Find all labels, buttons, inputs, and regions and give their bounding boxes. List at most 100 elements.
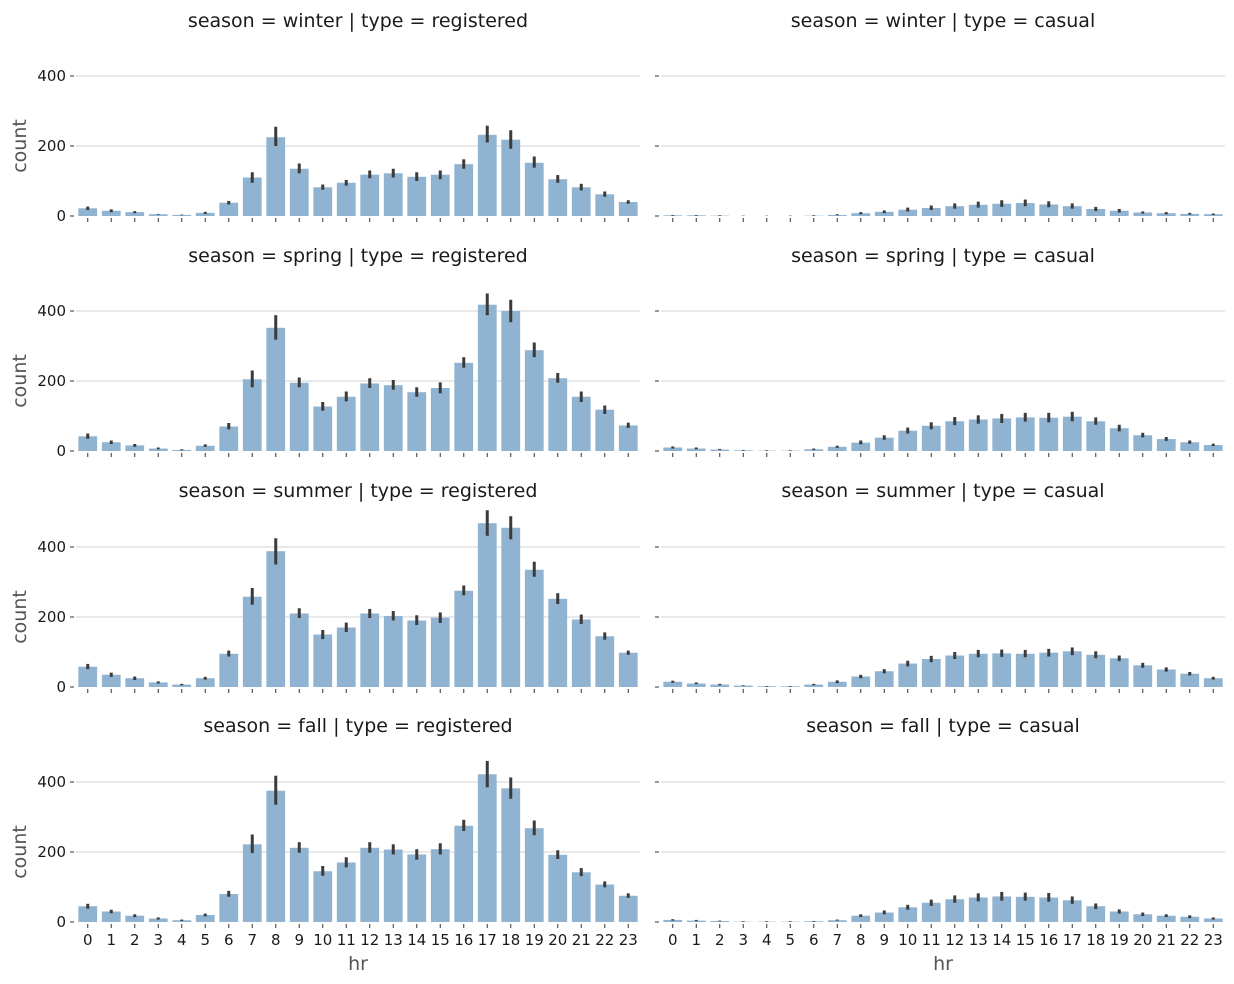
bar	[78, 208, 98, 216]
bar	[524, 162, 544, 216]
x-tick-label: 2	[715, 931, 725, 949]
bar	[289, 613, 309, 687]
bar	[266, 790, 286, 922]
x-tick-label: 14	[992, 931, 1011, 949]
y-tick-label: 200	[37, 137, 66, 155]
bar	[571, 187, 591, 216]
bar	[313, 406, 333, 451]
x-tick-label: 5	[200, 931, 210, 949]
bar	[851, 676, 871, 687]
bar	[454, 590, 474, 687]
bar	[125, 212, 145, 216]
bar	[1180, 442, 1200, 451]
bar	[874, 671, 894, 687]
bar	[921, 902, 941, 922]
bar	[148, 682, 168, 687]
x-tick-label: 4	[177, 931, 187, 949]
bar	[407, 620, 427, 687]
bar	[1109, 210, 1129, 216]
x-tick-label: 9	[879, 931, 889, 949]
bar	[242, 177, 262, 216]
x-tick-label: 23	[1204, 931, 1223, 949]
bar	[501, 527, 521, 687]
facet-title: season = summer | type = registered	[179, 480, 538, 502]
bar	[383, 173, 403, 216]
bar	[313, 187, 333, 216]
bar	[945, 655, 965, 687]
bar	[242, 379, 262, 451]
bar	[548, 854, 568, 922]
bar	[1086, 421, 1106, 451]
bar	[1203, 214, 1223, 216]
x-tick-label: 13	[969, 931, 988, 949]
bar	[78, 436, 98, 451]
bar	[148, 918, 168, 922]
x-tick-label: 0	[668, 931, 678, 949]
x-tick-label: 4	[762, 931, 772, 949]
x-axis-label: hr	[348, 953, 368, 975]
bar	[1039, 897, 1059, 922]
bar	[921, 207, 941, 216]
bar	[968, 204, 988, 216]
bar	[1039, 652, 1059, 687]
bar	[289, 847, 309, 922]
facet-panel-1: season = winter | type = casual	[655, 10, 1225, 222]
bar	[1109, 658, 1129, 687]
y-tick-label: 400	[37, 302, 66, 320]
bar	[454, 362, 474, 451]
bar	[383, 849, 403, 922]
bar	[101, 210, 121, 216]
bar	[524, 569, 544, 687]
bar	[686, 683, 706, 687]
bar	[571, 619, 591, 687]
bar	[898, 209, 918, 216]
x-tick-label: 5	[785, 931, 795, 949]
y-tick-label: 200	[37, 372, 66, 390]
bar	[195, 915, 215, 922]
bar	[968, 419, 988, 451]
bar	[595, 636, 615, 687]
x-tick-label: 22	[595, 931, 614, 949]
bar	[430, 388, 450, 451]
x-tick-label: 21	[1157, 931, 1176, 949]
y-tick-label: 0	[56, 207, 66, 225]
bar	[1133, 665, 1153, 687]
bar	[360, 847, 380, 922]
bar	[710, 920, 730, 922]
x-tick-label: 13	[384, 931, 403, 949]
bar	[1109, 428, 1129, 451]
bar	[595, 884, 615, 922]
bar	[266, 327, 286, 451]
x-tick-label: 6	[224, 931, 234, 949]
x-tick-label: 3	[738, 931, 748, 949]
bar	[78, 666, 98, 687]
bar	[1015, 417, 1035, 451]
bar	[595, 409, 615, 451]
x-tick-label: 21	[572, 931, 591, 949]
bar	[430, 617, 450, 687]
facet-panel-4: season = summer | type = registered 0 200 4…	[9, 480, 640, 696]
facet-title: season = fall | type = registered	[203, 715, 512, 737]
bar	[195, 212, 215, 216]
x-tick-label: 17	[1063, 931, 1082, 949]
x-axis-label: hr	[933, 953, 953, 975]
bar	[827, 214, 847, 216]
bar	[992, 896, 1012, 922]
bar	[898, 663, 918, 687]
bar	[1156, 213, 1176, 216]
y-tick-label: 0	[56, 442, 66, 460]
bar	[501, 788, 521, 922]
bar	[663, 919, 683, 922]
bar	[992, 418, 1012, 451]
x-tick-label: 1	[691, 931, 701, 949]
x-tick-label: 22	[1180, 931, 1199, 949]
bar	[1156, 915, 1176, 922]
bar	[219, 653, 239, 687]
x-tick-label: 7	[247, 931, 257, 949]
x-tick-label: 16	[1039, 931, 1058, 949]
bar	[1062, 900, 1082, 922]
bar	[827, 920, 847, 922]
x-tick-label: 7	[832, 931, 842, 949]
bar	[148, 448, 168, 451]
